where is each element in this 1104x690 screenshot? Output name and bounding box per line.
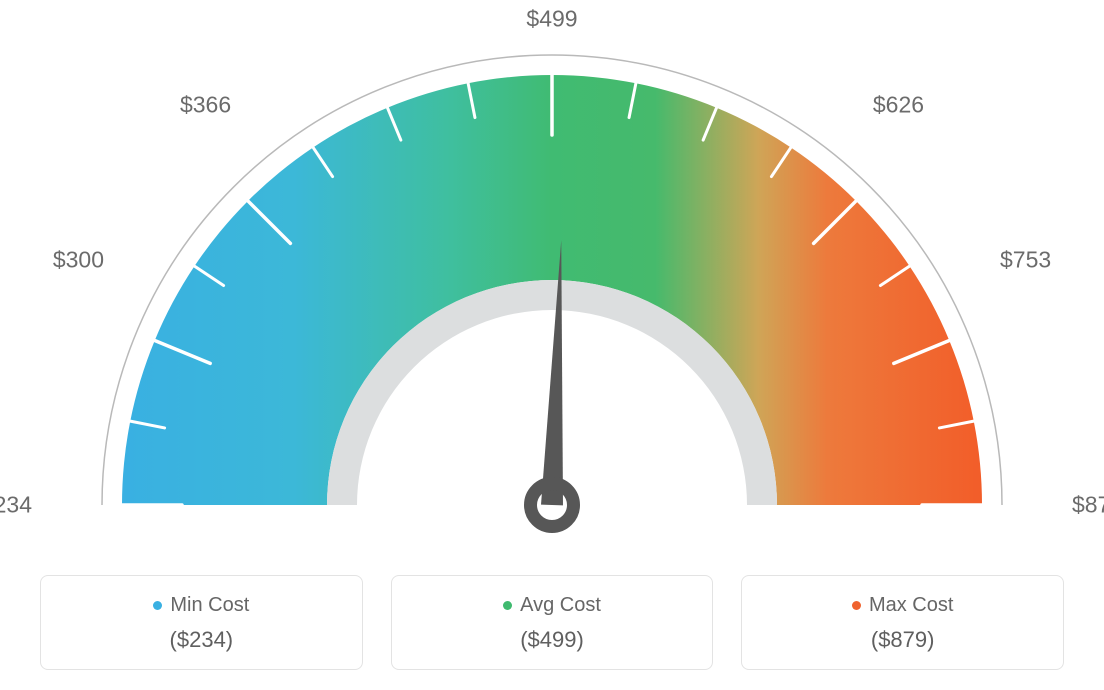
gauge-tick-label: $300 — [53, 247, 104, 274]
legend-card-avg: Avg Cost ($499) — [391, 575, 714, 670]
gauge-tick-label: $366 — [180, 92, 231, 119]
legend-value-avg: ($499) — [402, 627, 703, 653]
legend-label-avg: Avg Cost — [520, 594, 601, 617]
gauge-tick-label: $499 — [526, 6, 577, 33]
legend-title-max: Max Cost — [852, 594, 953, 617]
gauge-tick-label: $879 — [1072, 492, 1104, 519]
gauge-tick-label: $234 — [0, 492, 32, 519]
legend-row: Min Cost ($234) Avg Cost ($499) Max Cost… — [40, 575, 1064, 670]
gauge-svg — [0, 0, 1104, 560]
legend-card-max: Max Cost ($879) — [741, 575, 1064, 670]
legend-title-min: Min Cost — [153, 594, 249, 617]
gauge-tick-label: $626 — [873, 92, 924, 119]
legend-dot-min — [153, 601, 162, 610]
legend-dot-max — [852, 601, 861, 610]
legend-dot-avg — [503, 601, 512, 610]
legend-label-min: Min Cost — [170, 594, 249, 617]
legend-label-max: Max Cost — [869, 594, 953, 617]
gauge-tick-label: $753 — [1000, 247, 1051, 274]
legend-value-max: ($879) — [752, 627, 1053, 653]
legend-value-min: ($234) — [51, 627, 352, 653]
legend-card-min: Min Cost ($234) — [40, 575, 363, 670]
legend-title-avg: Avg Cost — [503, 594, 601, 617]
cost-gauge: $234 $300 $366 $499 $626 $753 $879 — [0, 0, 1104, 560]
